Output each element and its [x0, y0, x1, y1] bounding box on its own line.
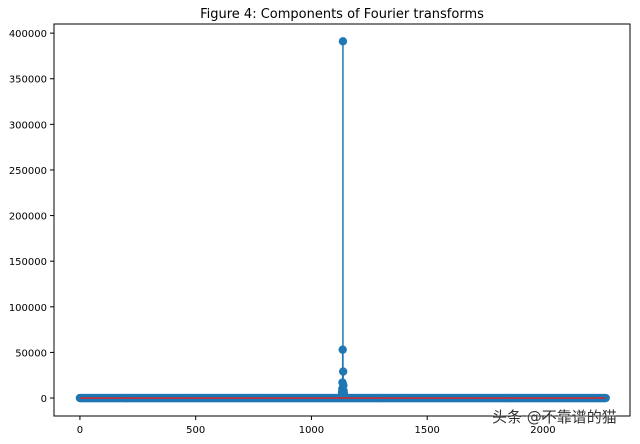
x-tick-label: 0 — [77, 425, 83, 436]
x-axis: 0 500 1000 1500 2000 — [77, 416, 556, 436]
y-axis: 0 50000 100000 150000 200000 250000 300000 3500… — [9, 29, 54, 405]
y-tick-label: 300000 — [9, 120, 47, 131]
y-tick-label: 50000 — [15, 348, 47, 359]
y-tick-label: 350000 — [9, 75, 47, 86]
y-tick-label: 250000 — [9, 166, 47, 177]
y-tick-label: 150000 — [9, 257, 47, 268]
axes-frame — [53, 23, 631, 417]
watermark: 头条 @不靠谱的猫 — [492, 408, 617, 426]
x-tick-label: 2000 — [530, 425, 555, 436]
y-tick-label: 0 — [41, 394, 47, 405]
stem-marker — [338, 367, 348, 376]
stem-marker — [338, 345, 347, 354]
y-tick-label: 100000 — [9, 303, 47, 314]
x-tick-label: 1500 — [414, 425, 439, 436]
stem-marker — [339, 389, 349, 398]
x-tick-label: 500 — [186, 425, 205, 436]
x-tick-label: 1000 — [299, 425, 324, 436]
stem-marker — [338, 37, 348, 46]
y-tick-label: 200000 — [9, 212, 47, 223]
plot-marks — [75, 37, 610, 403]
y-tick-label: 400000 — [9, 29, 47, 40]
chart-title: Figure 4: Components of Fourier transfor… — [200, 7, 484, 22]
